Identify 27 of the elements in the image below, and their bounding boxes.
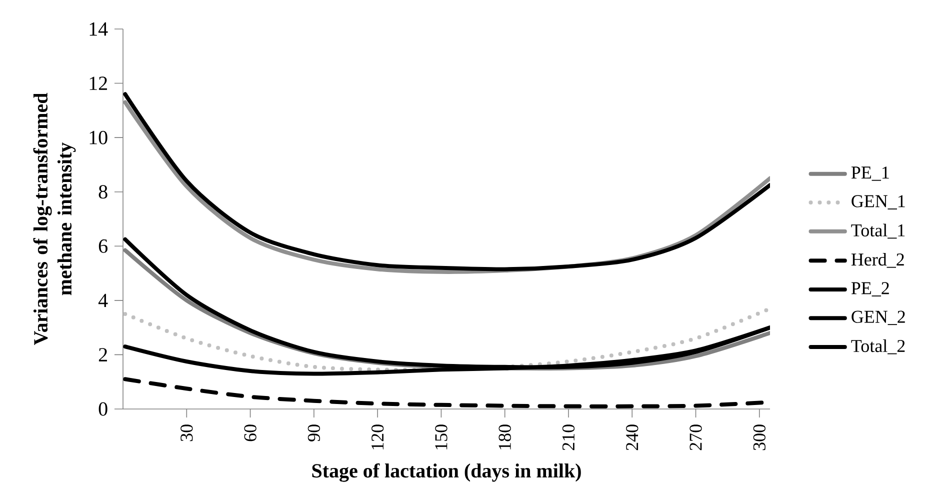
x-tick-label: 150 [435, 424, 448, 450]
x-tick-label: 180 [498, 424, 511, 450]
y-tick-label: 2 [98, 348, 107, 362]
legend-label: PE_2 [851, 282, 889, 296]
x-tick-label: 90 [308, 424, 320, 442]
y-tick-label: 6 [98, 239, 108, 253]
legend-label: Total_1 [851, 224, 905, 239]
legend-label: Herd_2 [851, 252, 904, 268]
legend-label: Total_2 [851, 339, 905, 354]
legend-label: PE_1 [851, 166, 889, 181]
y-tick-label: 14 [90, 22, 108, 36]
x-tick-label: 30 [180, 424, 193, 442]
y-tick-label: 4 [98, 294, 108, 307]
x-tick-label: 300 [753, 424, 766, 450]
y-tick-label: 12 [90, 76, 107, 90]
y-tick-label: 0 [98, 402, 108, 416]
x-tick-label: 270 [690, 424, 702, 450]
y-axis-title: Variances of log-transformed methane intensity [33, 92, 76, 346]
x-tick-label: 210 [562, 424, 575, 450]
legend-label: GEN_1 [852, 195, 905, 210]
y-tick-label: 10 [90, 130, 108, 144]
x-tick-label: 240 [626, 424, 638, 450]
legend-label: GEN_2 [852, 310, 905, 326]
x-tick-label: 60 [244, 424, 256, 442]
y-tick-label: 8 [98, 185, 108, 199]
x-axis-title: Stage of lactation (days in milk) [312, 463, 581, 482]
x-tick-label: 120 [371, 424, 384, 450]
